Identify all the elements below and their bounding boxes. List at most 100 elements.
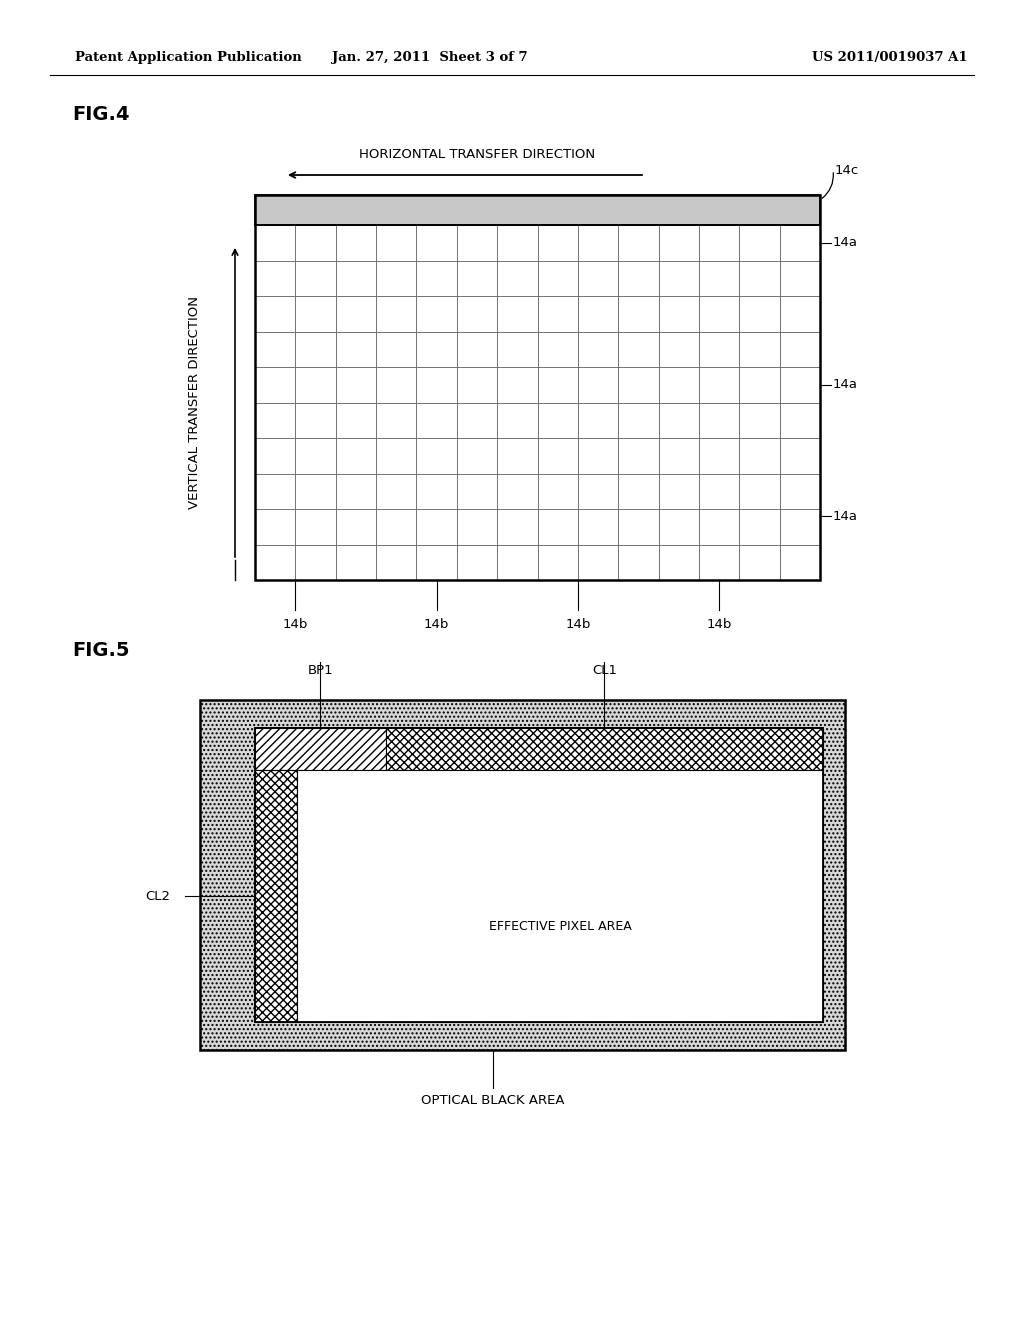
Bar bbox=[297, 770, 823, 1022]
Bar bbox=[417, 474, 457, 510]
Bar bbox=[336, 367, 376, 403]
Bar bbox=[295, 224, 336, 260]
Bar bbox=[699, 367, 739, 403]
Bar bbox=[255, 260, 295, 296]
Bar bbox=[538, 510, 578, 544]
Bar bbox=[255, 224, 295, 260]
Bar bbox=[457, 474, 497, 510]
Bar bbox=[255, 544, 295, 579]
Bar bbox=[376, 224, 417, 260]
Bar bbox=[739, 367, 779, 403]
Bar bbox=[538, 331, 578, 367]
Bar bbox=[457, 438, 497, 474]
Text: US 2011/0019037 A1: US 2011/0019037 A1 bbox=[812, 51, 968, 65]
Bar bbox=[699, 260, 739, 296]
Bar bbox=[255, 510, 295, 544]
Bar bbox=[417, 331, 457, 367]
Bar bbox=[336, 224, 376, 260]
Bar bbox=[578, 544, 618, 579]
Bar bbox=[658, 474, 699, 510]
Bar bbox=[699, 403, 739, 438]
Bar bbox=[497, 260, 538, 296]
Bar bbox=[497, 367, 538, 403]
Bar bbox=[658, 260, 699, 296]
Bar bbox=[739, 260, 779, 296]
Bar bbox=[255, 331, 295, 367]
Bar bbox=[779, 544, 820, 579]
Bar bbox=[538, 438, 578, 474]
Text: 14b: 14b bbox=[424, 619, 450, 631]
Bar bbox=[457, 510, 497, 544]
Text: 14a: 14a bbox=[833, 379, 858, 391]
Text: FIG.5: FIG.5 bbox=[72, 640, 129, 660]
Bar bbox=[255, 296, 295, 331]
Bar bbox=[578, 260, 618, 296]
Text: CL2: CL2 bbox=[145, 890, 170, 903]
Bar bbox=[497, 544, 538, 579]
Bar bbox=[497, 474, 538, 510]
Bar bbox=[376, 367, 417, 403]
Bar bbox=[538, 367, 578, 403]
Bar bbox=[295, 331, 336, 367]
Bar bbox=[739, 224, 779, 260]
Bar bbox=[618, 224, 658, 260]
Bar bbox=[497, 438, 538, 474]
Text: 14b: 14b bbox=[565, 619, 591, 631]
Bar bbox=[376, 331, 417, 367]
Bar bbox=[658, 296, 699, 331]
Bar bbox=[658, 544, 699, 579]
Bar bbox=[336, 331, 376, 367]
Bar bbox=[497, 296, 538, 331]
Bar bbox=[457, 331, 497, 367]
Text: EFFECTIVE PIXEL AREA: EFFECTIVE PIXEL AREA bbox=[488, 920, 632, 932]
Bar bbox=[578, 438, 618, 474]
Bar bbox=[295, 367, 336, 403]
Bar bbox=[538, 224, 578, 260]
Bar bbox=[255, 195, 820, 579]
Bar bbox=[255, 770, 297, 1022]
Bar bbox=[336, 296, 376, 331]
Bar bbox=[376, 260, 417, 296]
Bar bbox=[658, 367, 699, 403]
Bar bbox=[578, 474, 618, 510]
Bar bbox=[255, 729, 386, 770]
Bar bbox=[658, 331, 699, 367]
Text: OPTICAL BLACK AREA: OPTICAL BLACK AREA bbox=[421, 1093, 564, 1106]
Bar bbox=[417, 260, 457, 296]
Bar bbox=[336, 474, 376, 510]
Bar bbox=[255, 403, 295, 438]
Bar bbox=[658, 403, 699, 438]
Bar bbox=[739, 544, 779, 579]
Bar bbox=[457, 260, 497, 296]
Bar bbox=[779, 474, 820, 510]
Bar bbox=[658, 438, 699, 474]
Text: 14b: 14b bbox=[283, 619, 308, 631]
Bar bbox=[255, 438, 295, 474]
Bar bbox=[376, 544, 417, 579]
Bar bbox=[255, 195, 820, 224]
Bar bbox=[699, 544, 739, 579]
Bar bbox=[578, 367, 618, 403]
Bar bbox=[255, 729, 823, 1022]
Bar bbox=[779, 403, 820, 438]
Bar bbox=[618, 331, 658, 367]
Bar bbox=[200, 700, 845, 1049]
Bar bbox=[295, 403, 336, 438]
Bar bbox=[417, 544, 457, 579]
Text: 14a: 14a bbox=[833, 236, 858, 249]
Bar bbox=[779, 260, 820, 296]
Bar bbox=[578, 224, 618, 260]
Bar bbox=[538, 544, 578, 579]
Bar bbox=[336, 544, 376, 579]
Bar bbox=[336, 510, 376, 544]
Bar bbox=[336, 438, 376, 474]
Bar bbox=[417, 367, 457, 403]
Bar bbox=[618, 474, 658, 510]
Bar bbox=[457, 544, 497, 579]
Bar bbox=[295, 438, 336, 474]
Bar bbox=[779, 510, 820, 544]
Bar bbox=[739, 474, 779, 510]
Bar bbox=[497, 331, 538, 367]
Bar bbox=[739, 296, 779, 331]
Bar bbox=[336, 260, 376, 296]
